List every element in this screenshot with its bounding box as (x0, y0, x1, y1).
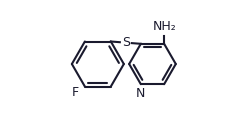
Text: F: F (72, 86, 79, 99)
Text: NH₂: NH₂ (152, 20, 175, 33)
Text: N: N (136, 87, 145, 100)
Text: S: S (121, 36, 129, 49)
